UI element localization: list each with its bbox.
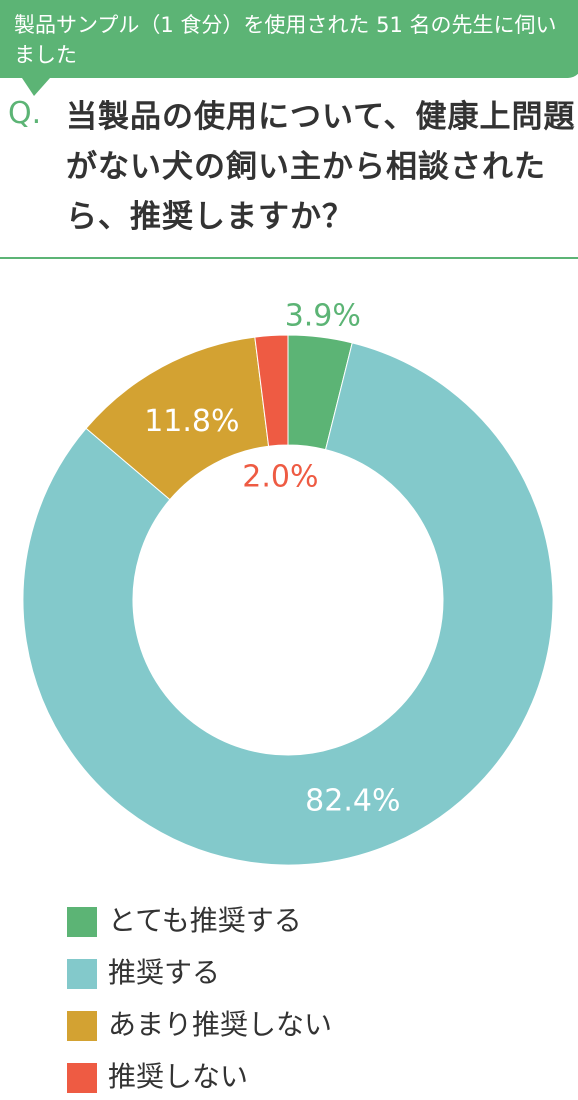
value-label: 2.0% <box>242 460 318 495</box>
legend-swatch <box>67 959 97 989</box>
legend-swatch <box>67 1011 97 1041</box>
legend-label: あまり推奨しない <box>108 1008 332 1041</box>
legend-swatch <box>67 907 97 937</box>
question: 当製品の使用について、健康上問題がない犬の飼い主から相談されたら、推奨しますか？ <box>66 99 576 235</box>
legend-label: 推奨する <box>108 956 220 989</box>
legend-swatch <box>67 1063 97 1093</box>
value-label: 82.4% <box>305 783 400 818</box>
note: 製品サンプル（1 食分）を使用された 51 名の先生に伺いました <box>0 0 578 78</box>
bubble-tail <box>22 78 50 96</box>
value-label: 3.9% <box>285 299 361 334</box>
legend-label: とても推奨する <box>108 904 302 937</box>
donut-segment <box>254 334 289 447</box>
legend-label: 推奨しない <box>108 1060 248 1093</box>
q-mark: Q. <box>8 96 42 131</box>
donut-segment <box>22 342 554 866</box>
value-label: 11.8% <box>144 404 239 439</box>
